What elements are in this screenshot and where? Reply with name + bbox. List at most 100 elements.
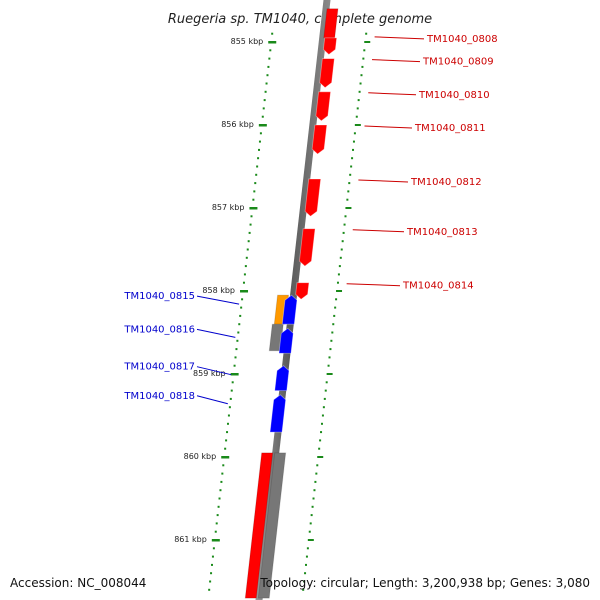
gene-arrows (269, 37, 338, 433)
tick-dot-left (247, 240, 250, 243)
gene-arrow-tm1040_0816[interactable] (278, 327, 294, 354)
gene-arrow-tm1040_0809[interactable] (319, 58, 335, 89)
tick-dot-left (238, 323, 241, 326)
leader-line (374, 36, 425, 40)
tick-dot-right (303, 580, 306, 583)
gene-label-tm1040_0813[interactable]: TM1040_0813 (406, 227, 478, 238)
tick-dot-right (332, 323, 335, 326)
tick-dot-right (352, 140, 355, 143)
tick-dot-left (214, 530, 217, 533)
scale-major-tick (240, 290, 249, 293)
tick-dot-right (320, 431, 323, 434)
tick-dot-left (229, 397, 232, 400)
gene-label-tm1040_0809[interactable]: TM1040_0809 (422, 57, 494, 68)
tick-dot-left (249, 223, 252, 226)
scale-label: 856 kbp (221, 120, 254, 129)
tick-dot-left (210, 563, 213, 566)
tick-dot-left (250, 215, 253, 218)
tick-dot-right (364, 41, 371, 43)
tick-dot-right (339, 256, 342, 259)
tick-dot-right (349, 173, 352, 176)
gene-arrow-tm1040_0814[interactable] (295, 282, 310, 300)
tick-dot-right (324, 389, 327, 392)
tick-dot-left (254, 182, 257, 185)
leader-line (352, 229, 405, 233)
feature-grey_band (257, 452, 287, 599)
tick-dot-left (227, 414, 230, 417)
tick-dot-left (234, 356, 237, 359)
gene-label-tm1040_0811[interactable]: TM1040_0811 (414, 123, 486, 134)
tick-dot-right (350, 165, 353, 168)
gene-arrow-tm1040_0817[interactable] (274, 365, 290, 392)
scale-major-tick (268, 41, 277, 44)
tick-dot-right (302, 588, 305, 591)
accession-text: Accession: NC_008044 (10, 576, 146, 590)
tick-dot-left (241, 298, 244, 301)
gene-label-tm1040_0817[interactable]: TM1040_0817 (123, 362, 195, 373)
leader-line (196, 366, 232, 376)
tick-dot-left (210, 572, 213, 575)
tick-dot-left (252, 198, 255, 201)
gene-arrow-tm1040_0808[interactable] (322, 37, 338, 55)
gene-label-tm1040_0808[interactable]: TM1040_0808 (426, 34, 498, 45)
gene-label-tm1040_0810[interactable]: TM1040_0810 (418, 90, 490, 101)
tick-dot-left (208, 588, 211, 591)
tick-dot-right (347, 190, 350, 193)
tick-dot-left (265, 82, 268, 85)
tick-dot-right (323, 397, 326, 400)
gene-arrow-tm1040_0812[interactable] (304, 178, 322, 217)
tick-dot-left (217, 505, 220, 508)
gene-arrow-tm1040_0811[interactable] (311, 124, 328, 155)
tick-dot-right (346, 198, 349, 201)
tick-dot-right (321, 414, 324, 417)
gene-arrow-tm1040_0815[interactable] (281, 294, 298, 325)
tick-dot-left (226, 422, 229, 425)
tick-dot-right (319, 439, 322, 442)
tick-dot-left (218, 497, 221, 500)
tick-dot-right (353, 132, 356, 135)
tick-dot-right (345, 207, 352, 209)
tick-dot-left (256, 165, 259, 168)
tick-dot-left (240, 306, 243, 309)
gene-label-tm1040_0814[interactable]: TM1040_0814 (402, 281, 474, 292)
tick-dot-right (337, 273, 340, 276)
tick-dot-right (314, 480, 317, 483)
tick-dot-right (336, 281, 339, 284)
scale-label: 857 kbp (212, 203, 245, 212)
gene-label-tm1040_0818[interactable]: TM1040_0818 (123, 391, 195, 402)
tick-dot-left (244, 265, 247, 268)
tick-dot-left (243, 273, 246, 276)
tick-dot-left (222, 464, 225, 467)
gene-label-tm1040_0816[interactable]: TM1040_0816 (123, 324, 195, 335)
gene-label-tm1040_0812[interactable]: TM1040_0812 (410, 177, 482, 188)
gene-arrow-tm1040_0818[interactable] (269, 394, 287, 433)
gene-arrow-tm1040_0813[interactable] (298, 228, 316, 267)
tick-dot-right (355, 115, 358, 118)
tick-dot-right (325, 381, 328, 384)
gene-labels: TM1040_0808 TM1040_0809 TM1040_0810 TM1040_… (123, 34, 498, 405)
tick-dot-right (331, 331, 334, 334)
tick-dot-left (257, 157, 260, 160)
feature-red_band (244, 452, 274, 599)
tick-dot-right (317, 456, 324, 458)
topology-text: Topology: circular; Length: 3,200,938 bp… (259, 576, 590, 590)
tick-dot-left (220, 480, 223, 483)
leader-line (364, 125, 413, 129)
tick-dot-right (304, 572, 307, 575)
tick-dot-left (269, 49, 272, 52)
tick-dot-right (307, 539, 314, 541)
tick-dot-left (237, 331, 240, 334)
tick-dot-left (242, 281, 245, 284)
gene-arrow-tm1040_0810[interactable] (315, 91, 332, 122)
leader-line (346, 283, 401, 287)
scale-label: 860 kbp (184, 452, 217, 461)
gene-label-tm1040_0815[interactable]: TM1040_0815 (123, 291, 195, 302)
tick-dot-right (330, 339, 333, 342)
tick-dot-right (306, 547, 309, 550)
tick-dot-right (359, 82, 362, 85)
tick-dot-right (326, 373, 333, 375)
tick-dot-left (233, 364, 236, 367)
tick-dot-right (360, 74, 363, 77)
tick-dot-right (340, 248, 343, 251)
tick-dot-left (263, 99, 266, 102)
